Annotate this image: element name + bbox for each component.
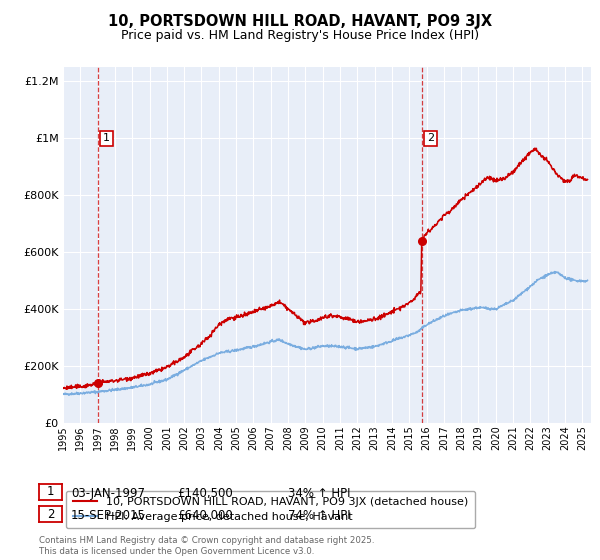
Text: £640,000: £640,000 — [177, 509, 233, 522]
Text: £140,500: £140,500 — [177, 487, 233, 500]
Text: Contains HM Land Registry data © Crown copyright and database right 2025.
This d: Contains HM Land Registry data © Crown c… — [39, 536, 374, 556]
Text: 1: 1 — [103, 133, 110, 143]
Text: 2: 2 — [47, 507, 54, 521]
Text: 74% ↑ HPI: 74% ↑ HPI — [288, 509, 350, 522]
Text: 03-JAN-1997: 03-JAN-1997 — [71, 487, 145, 500]
Text: 15-SEP-2015: 15-SEP-2015 — [71, 509, 146, 522]
Text: Price paid vs. HM Land Registry's House Price Index (HPI): Price paid vs. HM Land Registry's House … — [121, 29, 479, 42]
Text: 2: 2 — [427, 133, 434, 143]
Legend: 10, PORTSDOWN HILL ROAD, HAVANT, PO9 3JX (detached house), HPI: Average price, d: 10, PORTSDOWN HILL ROAD, HAVANT, PO9 3JX… — [66, 491, 475, 529]
Text: 10, PORTSDOWN HILL ROAD, HAVANT, PO9 3JX: 10, PORTSDOWN HILL ROAD, HAVANT, PO9 3JX — [108, 14, 492, 29]
Text: 1: 1 — [47, 485, 54, 498]
Text: 34% ↑ HPI: 34% ↑ HPI — [288, 487, 350, 500]
